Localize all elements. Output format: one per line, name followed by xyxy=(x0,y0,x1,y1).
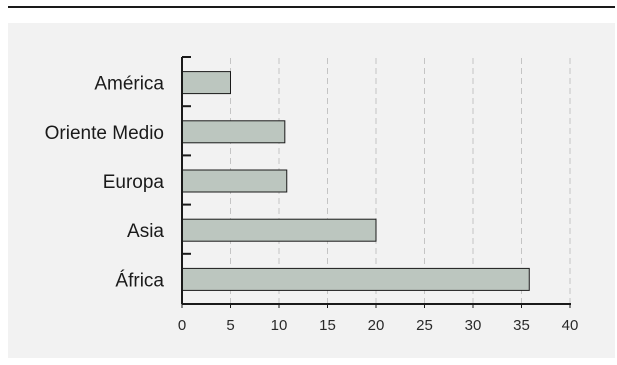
x-tick-label: 40 xyxy=(562,317,579,334)
category-labels: América Oriente Medio Europa Asia África xyxy=(45,74,165,292)
x-tick-label: 15 xyxy=(319,317,336,334)
x-tick-label: 20 xyxy=(368,317,385,334)
category-label: América xyxy=(94,74,164,95)
top-rule xyxy=(8,6,615,8)
x-tick-label: 10 xyxy=(271,317,288,334)
bar xyxy=(181,120,286,144)
bar xyxy=(181,218,377,242)
x-tick-label: 0 xyxy=(178,317,186,334)
x-tick-label: 35 xyxy=(513,317,530,334)
bar xyxy=(181,71,231,95)
grid-lines xyxy=(230,58,571,304)
x-tick-labels: 0 5 10 15 20 25 30 35 40 xyxy=(178,317,579,334)
axes xyxy=(181,56,571,308)
chart-panel xyxy=(8,23,615,358)
category-label: Asia xyxy=(127,221,164,242)
bars xyxy=(181,71,530,291)
x-tick-label: 25 xyxy=(416,317,433,334)
bar xyxy=(181,169,288,193)
category-label: Oriente Medio xyxy=(45,123,164,144)
bar xyxy=(181,267,530,291)
x-tick-label: 30 xyxy=(465,317,482,334)
x-tick-label: 5 xyxy=(226,317,234,334)
category-label: Europa xyxy=(103,172,165,193)
category-label: África xyxy=(115,270,164,291)
